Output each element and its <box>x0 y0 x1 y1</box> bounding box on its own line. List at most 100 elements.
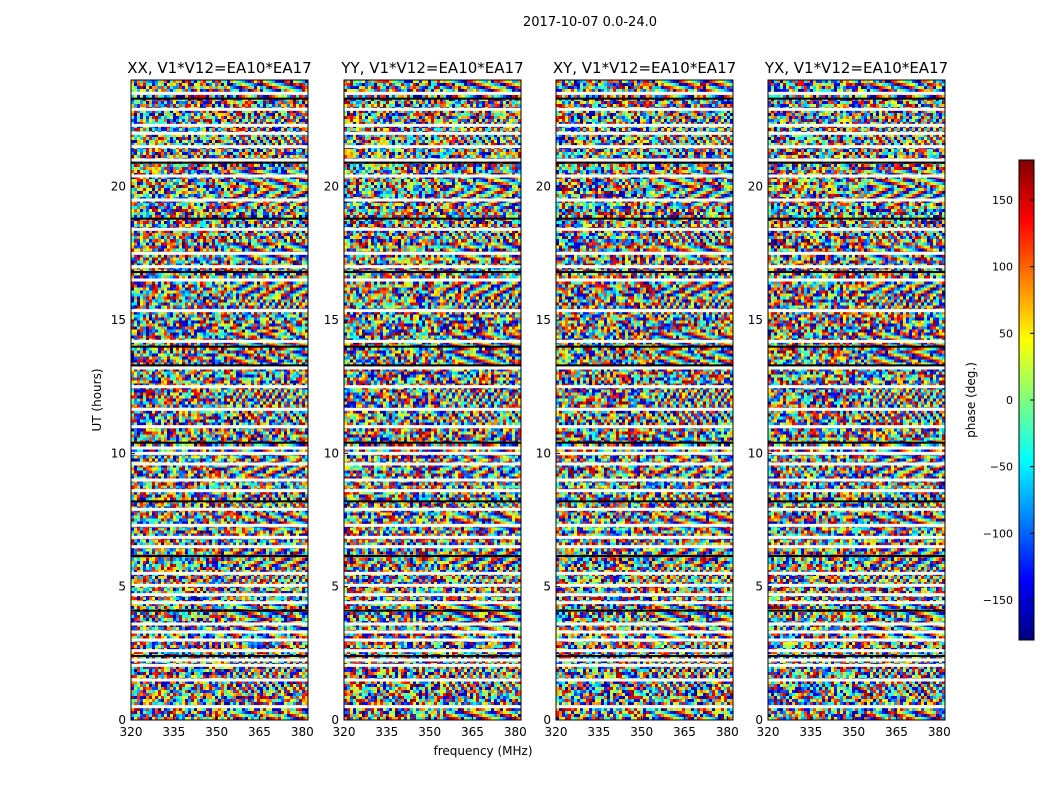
flagged-row-white <box>344 265 521 269</box>
flagged-row-white <box>131 622 308 626</box>
flagged-row-white <box>344 622 521 626</box>
x-tick-label: 380 <box>928 725 951 739</box>
y-tick-label: 10 <box>536 446 551 460</box>
x-tick-label: 320 <box>120 725 143 739</box>
flagged-row-white <box>768 571 945 575</box>
flagged-row-black <box>344 500 521 503</box>
colorbar-label: phase (deg.) <box>964 362 978 438</box>
flagged-row-white <box>556 309 733 313</box>
panel-frame <box>767 79 946 721</box>
y-tick-label: 10 <box>111 446 126 460</box>
flagged-row-black <box>768 441 945 444</box>
x-tick-label: 380 <box>504 725 527 739</box>
y-tick-label: 5 <box>118 580 126 594</box>
phase-heatmap-xy <box>556 80 733 720</box>
flagged-row-black <box>768 655 945 657</box>
flagged-row-black <box>768 364 945 367</box>
panel-xy: XY, V1*V12=EA10*EA17 320 335 350 365 380 0 5 10 1… <box>536 59 739 739</box>
flagged-row-white <box>131 601 308 605</box>
flagged-row-white <box>344 705 521 709</box>
flagged-row-white <box>556 278 733 282</box>
x-tick-label: 365 <box>885 725 908 739</box>
x-tick-label: 380 <box>716 725 739 739</box>
flagged-row-white <box>344 227 521 231</box>
flagged-row-black <box>556 217 733 220</box>
flagged-row-black <box>768 500 945 503</box>
flagged-row-white <box>131 309 308 313</box>
flagged-row-white <box>768 593 945 597</box>
flagged-row-white <box>131 265 308 269</box>
flagged-row-white <box>131 131 308 135</box>
flagged-row-black <box>556 609 733 612</box>
flagged-row-white <box>131 583 308 587</box>
flagged-row-black <box>131 271 308 273</box>
x-tick-label: 320 <box>545 725 568 739</box>
flagged-row-white <box>131 198 308 202</box>
flagged-row-white <box>768 158 945 162</box>
flagged-row-white <box>556 91 733 95</box>
x-tick-label: 320 <box>333 725 356 739</box>
flagged-row-white <box>556 425 733 429</box>
flagged-row-black <box>556 271 733 273</box>
y-tick-label: 20 <box>748 180 763 194</box>
flagged-row-black <box>344 217 521 220</box>
flagged-row-white <box>768 309 945 313</box>
flagged-row-white <box>556 158 733 162</box>
flagged-row-white <box>556 107 733 111</box>
flagged-row-white <box>768 251 945 255</box>
flagged-row-white <box>556 227 733 231</box>
flagged-row-black <box>344 97 521 100</box>
flagged-row-black <box>768 217 945 220</box>
flagged-row-white <box>556 366 733 370</box>
panel-xx: XX, V1*V12=EA10*EA17 320 335 350 365 380 0 5 10 1… <box>111 59 314 739</box>
flagged-row-white <box>131 174 308 178</box>
y-tick-label: 5 <box>755 580 763 594</box>
colorbar-tick-label: 150 <box>992 194 1013 207</box>
flagged-row-white <box>556 649 733 653</box>
y-tick-label: 20 <box>111 180 126 194</box>
panel-title: YY, V1*V12=EA10*EA17 <box>340 59 523 77</box>
flagged-row-white <box>556 630 733 634</box>
flagged-row-white <box>131 123 308 127</box>
flagged-row-white <box>768 131 945 135</box>
flagged-row-white <box>344 507 521 511</box>
y-axis-label: UT (hours) <box>90 368 104 431</box>
flagged-row-white <box>131 462 308 466</box>
flagged-row-white <box>344 478 521 482</box>
flagged-row-white <box>131 649 308 653</box>
flagged-row-black <box>344 271 521 273</box>
flagged-row-white <box>768 385 945 389</box>
phase-heatmap-yx <box>768 80 945 720</box>
flagged-row-white <box>556 638 733 642</box>
flagged-row-white <box>344 678 521 682</box>
x-tick-label: 335 <box>162 725 185 739</box>
flagged-row-white <box>768 535 945 539</box>
flagged-row-black <box>344 345 521 348</box>
flagged-row-white <box>556 663 733 667</box>
flagged-row-white <box>131 535 308 539</box>
flagged-row-white <box>344 658 521 662</box>
x-tick-label: 335 <box>375 725 398 739</box>
flagged-row-white <box>344 583 521 587</box>
flagged-row-black <box>556 364 733 367</box>
flagged-row-white <box>556 571 733 575</box>
flagged-row-black <box>556 345 733 348</box>
flagged-row-black <box>131 97 308 100</box>
flagged-row-white <box>556 123 733 127</box>
flagged-row-white <box>131 705 308 709</box>
flagged-row-white <box>556 339 733 343</box>
flagged-row-white <box>556 265 733 269</box>
figure-title: 2017-10-07 0.0-24.0 <box>523 15 657 30</box>
y-tick-label: 20 <box>324 180 339 194</box>
flagged-row-white <box>344 366 521 370</box>
flagged-row-black <box>131 345 308 348</box>
flagged-row-white <box>344 571 521 575</box>
flagged-row-white <box>768 366 945 370</box>
x-axis-label: frequency (MHz) <box>433 744 532 758</box>
x-tick-label: 365 <box>248 725 271 739</box>
panels-group: XX, V1*V12=EA10*EA17 320 335 350 365 380 0 5 10 1… <box>111 59 951 739</box>
flagged-row-white <box>131 489 308 493</box>
flagged-row-white <box>344 123 521 127</box>
flagged-row-white <box>556 583 733 587</box>
flagged-row-white <box>131 385 308 389</box>
